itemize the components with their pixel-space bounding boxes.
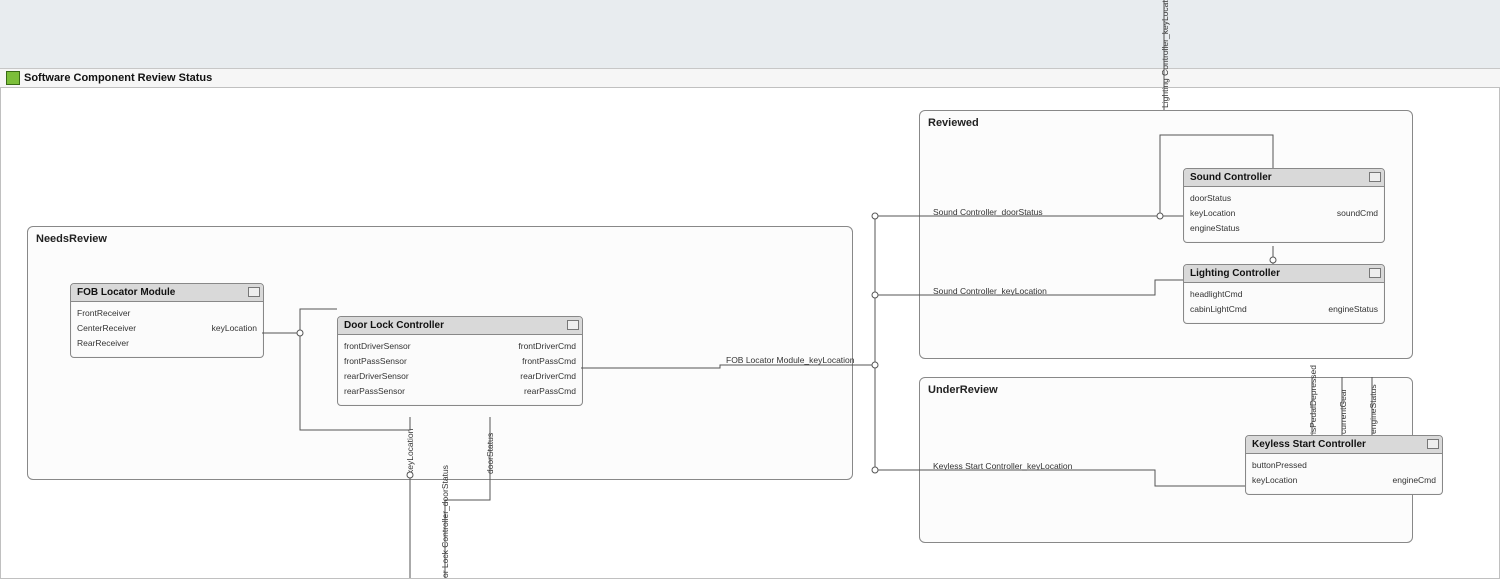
block-header-sound: Sound Controller <box>1184 169 1384 187</box>
port-label: frontDriverSensor <box>344 339 411 354</box>
block-sound-controller[interactable]: Sound Controller doorStatus keyLocation s… <box>1183 168 1385 243</box>
block-door-lock-controller[interactable]: Door Lock Controller frontDriverSensorfr… <box>337 316 583 406</box>
title-strip <box>0 68 1500 89</box>
port-label: buttonPressed <box>1252 458 1307 473</box>
port-label: rearDriverSensor <box>344 369 409 384</box>
block-header-fob: FOB Locator Module <box>71 284 263 302</box>
signal-keyless-ispedal: isPedalDepressed <box>1308 365 1318 434</box>
port-label: frontPassCmd <box>522 354 576 369</box>
block-header-keyless: Keyless Start Controller <box>1246 436 1442 454</box>
block-body-light: headlightCmd cabinLightCmd engineStatus <box>1184 283 1384 323</box>
block-title-door: Door Lock Controller <box>344 320 444 331</box>
block-header-door: Door Lock Controller <box>338 317 582 335</box>
port-label: soundCmd <box>1337 206 1378 221</box>
signal-fob-keylocation: FOB Locator Module_keyLocation <box>726 355 855 365</box>
block-body-door: frontDriverSensor frontDriverCmd frontPas… <box>338 335 582 405</box>
signal-keyless-current: currentGear <box>1338 389 1348 434</box>
block-title-keyless: Keyless Start Controller <box>1252 439 1366 450</box>
signal-door-doorstatus-v: doorStatus <box>485 433 495 474</box>
block-menu-icon[interactable] <box>1369 268 1381 278</box>
port-label: CenterReceiver <box>77 321 136 336</box>
block-body-sound: doorStatus keyLocation soundCmd engineSta… <box>1184 187 1384 242</box>
signal-keyless-keylocation: Keyless Start Controller_keyLocation <box>933 461 1072 471</box>
port-label: FrontReceiver <box>77 306 130 321</box>
block-body-fob: FrontReceiver CenterReceiverkeyLocation … <box>71 302 263 357</box>
port-label: RearReceiver <box>77 336 129 351</box>
port-label: rearDriverCmd <box>520 369 576 384</box>
port-label: rearPassSensor <box>344 384 405 399</box>
port-label: frontPassSensor <box>344 354 407 369</box>
port-label: rearPassCmd <box>524 384 576 399</box>
block-title-light: Lighting Controller <box>1190 268 1280 279</box>
group-title-reviewed: Reviewed <box>928 117 979 129</box>
block-menu-icon[interactable] <box>1427 439 1439 449</box>
signal-keyless-engine: engineStatus <box>1368 384 1378 434</box>
port-label: engineStatus <box>1190 221 1240 236</box>
group-title-under-review: UnderReview <box>928 384 998 396</box>
block-menu-icon[interactable] <box>1369 172 1381 182</box>
port-label: keyLocation <box>212 321 257 336</box>
signal-sound-doorstatus: Sound Controller_doorStatus <box>933 207 1043 217</box>
port-label: keyLocation <box>1190 206 1235 221</box>
port-label: engineStatus <box>1328 302 1378 317</box>
port-label: headlightCmd <box>1190 287 1242 302</box>
block-title-fob: FOB Locator Module <box>77 287 175 298</box>
signal-lighting-keylocation-top: Lighting Controller_keyLocation <box>1160 0 1170 108</box>
signal-door-keylocation-v: keyLocation <box>405 429 415 474</box>
block-lighting-controller[interactable]: Lighting Controller headlightCmd cabinLi… <box>1183 264 1385 324</box>
block-keyless-start-controller[interactable]: Keyless Start Controller buttonPressed k… <box>1245 435 1443 495</box>
port-label: frontDriverCmd <box>518 339 576 354</box>
status-swatch-icon <box>6 71 20 85</box>
port-label: engineCmd <box>1393 473 1436 488</box>
port-label: cabinLightCmd <box>1190 302 1247 317</box>
block-body-keyless: buttonPressed keyLocation engineCmd <box>1246 454 1442 494</box>
block-menu-icon[interactable] <box>567 320 579 330</box>
block-header-light: Lighting Controller <box>1184 265 1384 283</box>
diagram-title-bar: Software Component Review Status <box>6 71 212 85</box>
diagram-title: Software Component Review Status <box>24 72 212 84</box>
signal-door-ctrl-doorstatus-long: or Lock Controller_doorStatus <box>440 465 450 578</box>
block-fob-locator[interactable]: FOB Locator Module FrontReceiver CenterR… <box>70 283 264 358</box>
port-label: keyLocation <box>1252 473 1297 488</box>
port-label: doorStatus <box>1190 191 1231 206</box>
block-title-sound: Sound Controller <box>1190 172 1272 183</box>
group-title-needs-review: NeedsReview <box>36 233 107 245</box>
signal-sound-keylocation: Sound Controller_keyLocation <box>933 286 1047 296</box>
block-menu-icon[interactable] <box>248 287 260 297</box>
